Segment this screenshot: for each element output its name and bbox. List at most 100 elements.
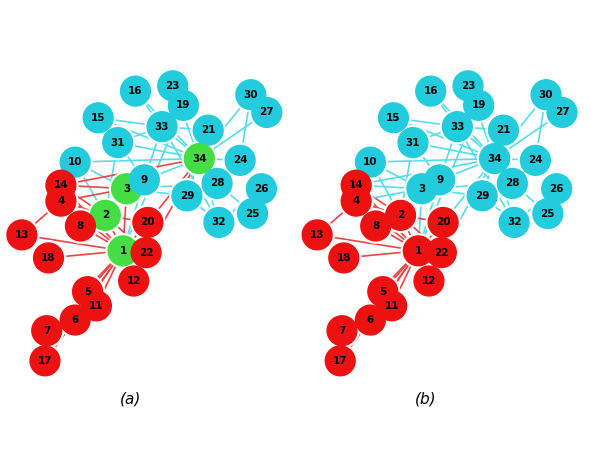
Text: 8: 8 — [77, 221, 84, 231]
Circle shape — [44, 168, 78, 202]
Circle shape — [129, 165, 159, 195]
Circle shape — [225, 146, 255, 175]
Text: 20: 20 — [141, 217, 155, 228]
Circle shape — [31, 241, 66, 275]
Text: 23: 23 — [165, 81, 180, 91]
Text: 16: 16 — [424, 86, 438, 96]
Circle shape — [81, 101, 115, 135]
Circle shape — [302, 220, 332, 250]
Circle shape — [416, 76, 446, 106]
Circle shape — [246, 174, 277, 204]
Circle shape — [30, 346, 60, 376]
Circle shape — [155, 69, 190, 103]
Circle shape — [236, 80, 266, 110]
Circle shape — [521, 146, 550, 175]
Text: 30: 30 — [243, 90, 258, 100]
Text: 8: 8 — [372, 221, 379, 231]
Circle shape — [325, 313, 359, 348]
Circle shape — [121, 76, 150, 106]
Circle shape — [133, 207, 163, 238]
Circle shape — [545, 96, 579, 130]
Circle shape — [423, 163, 457, 197]
Circle shape — [34, 243, 63, 273]
Text: 16: 16 — [128, 86, 142, 96]
Text: 12: 12 — [126, 276, 141, 286]
Text: 18: 18 — [336, 253, 351, 263]
Circle shape — [379, 103, 408, 133]
Circle shape — [495, 167, 530, 201]
Circle shape — [426, 205, 460, 239]
Text: 12: 12 — [422, 276, 436, 286]
Text: 28: 28 — [505, 178, 519, 188]
Text: 22: 22 — [434, 248, 449, 258]
Circle shape — [109, 172, 144, 206]
Circle shape — [497, 205, 531, 239]
Circle shape — [462, 88, 496, 122]
Text: 11: 11 — [384, 301, 399, 311]
Text: 15: 15 — [386, 113, 401, 123]
Text: 9: 9 — [436, 175, 443, 185]
Text: 3: 3 — [123, 184, 130, 194]
Circle shape — [531, 197, 565, 231]
Circle shape — [79, 289, 113, 323]
Circle shape — [108, 236, 138, 266]
Text: 34: 34 — [488, 154, 502, 163]
Circle shape — [193, 115, 223, 145]
Circle shape — [200, 167, 234, 201]
Circle shape — [339, 184, 374, 218]
Text: 6: 6 — [72, 315, 79, 325]
Circle shape — [245, 172, 278, 206]
Circle shape — [323, 344, 357, 378]
Text: 7: 7 — [338, 326, 346, 336]
Circle shape — [184, 144, 214, 173]
Circle shape — [353, 303, 388, 337]
Circle shape — [359, 209, 393, 243]
Text: 24: 24 — [233, 155, 248, 165]
Circle shape — [32, 316, 61, 346]
Circle shape — [414, 266, 444, 296]
Circle shape — [407, 174, 437, 204]
Text: 5: 5 — [379, 287, 387, 297]
Circle shape — [63, 209, 98, 243]
Text: 2: 2 — [397, 210, 404, 220]
Text: 17: 17 — [38, 356, 52, 366]
Text: 10: 10 — [363, 157, 378, 167]
Text: 19: 19 — [176, 101, 190, 110]
Text: 1: 1 — [119, 246, 126, 256]
Circle shape — [5, 218, 39, 252]
Circle shape — [414, 74, 448, 108]
Circle shape — [30, 313, 64, 348]
Circle shape — [172, 181, 202, 211]
Text: 27: 27 — [259, 107, 274, 117]
Text: 30: 30 — [539, 90, 553, 100]
Circle shape — [327, 316, 357, 346]
Circle shape — [73, 277, 102, 307]
Text: 26: 26 — [254, 184, 269, 194]
Text: 25: 25 — [541, 208, 555, 218]
Circle shape — [58, 303, 92, 337]
Circle shape — [341, 170, 371, 200]
Circle shape — [427, 238, 456, 268]
Circle shape — [116, 264, 151, 298]
Circle shape — [440, 110, 475, 144]
Circle shape — [252, 97, 282, 127]
Text: 9: 9 — [141, 175, 148, 185]
Text: 28: 28 — [210, 178, 225, 188]
Circle shape — [451, 69, 485, 103]
Text: 13: 13 — [15, 230, 29, 240]
Text: 31: 31 — [111, 137, 125, 147]
Circle shape — [327, 241, 361, 275]
Circle shape — [170, 179, 204, 213]
Text: 29: 29 — [475, 191, 489, 201]
Text: 20: 20 — [436, 217, 450, 228]
Circle shape — [499, 207, 529, 238]
Circle shape — [486, 113, 521, 147]
Circle shape — [529, 78, 563, 112]
Text: 1: 1 — [415, 246, 422, 256]
Circle shape — [424, 236, 459, 270]
Circle shape — [7, 220, 37, 250]
Circle shape — [443, 112, 472, 142]
Circle shape — [531, 80, 561, 110]
Circle shape — [353, 145, 388, 179]
Circle shape — [396, 126, 430, 160]
